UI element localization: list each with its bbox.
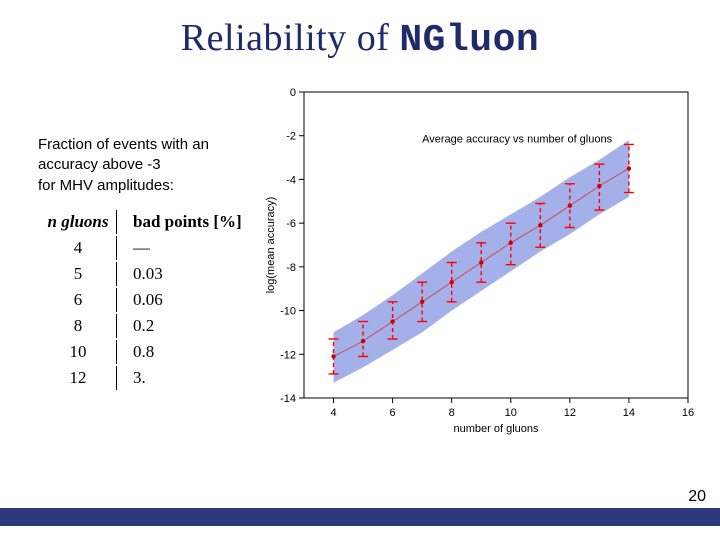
svg-text:-6: -6 [286,218,296,230]
svg-text:14: 14 [623,407,635,419]
svg-text:Average accuracy vs number of: Average accuracy vs number of gluons [422,133,612,145]
caption: Fraction of events with an accuracy abov… [38,135,258,196]
page-number: 20 [688,488,706,506]
cell-n: 5 [40,262,117,286]
svg-text:4: 4 [330,407,336,419]
caption-line-3: for MHV amplitudes: [38,176,258,196]
svg-text:-10: -10 [280,306,296,318]
svg-text:-8: -8 [286,262,296,274]
caption-line-2: accuracy above -3 [38,155,258,175]
svg-text:16: 16 [682,407,694,419]
cell-pct: — [119,236,243,260]
table-row: 4— [40,236,243,260]
svg-text:number of gluons: number of gluons [454,423,539,435]
svg-text:-12: -12 [280,349,296,361]
table-row: 100.8 [40,340,243,364]
cell-pct: 0.8 [119,340,243,364]
table-row: 80.2 [40,314,243,338]
svg-text:10: 10 [505,407,517,419]
svg-text:-14: -14 [280,393,296,405]
slide: Reliability of NGluon Fraction of events… [0,0,720,540]
footer-bar [0,508,720,526]
cell-n: 6 [40,288,117,312]
table-head-pct: bad points [%] [119,210,243,234]
cell-pct: 0.2 [119,314,243,338]
title-mono: NGluon [399,19,539,62]
svg-text:12: 12 [564,407,576,419]
table-row: 60.06 [40,288,243,312]
cell-pct: 0.03 [119,262,243,286]
cell-n: 8 [40,314,117,338]
table-head-n: n gluons [40,210,117,234]
slide-title: Reliability of NGluon [0,16,720,62]
cell-n: 10 [40,340,117,364]
svg-text:6: 6 [390,407,396,419]
table-row: 50.03 [40,262,243,286]
cell-n: 4 [40,236,117,260]
title-prefix: Reliability of [181,17,400,59]
cell-n: 12 [40,366,117,390]
table-row: 123. [40,366,243,390]
cell-pct: 3. [119,366,243,390]
bad-points-table: n gluons bad points [%] 4— 50.03 60.06 8… [38,208,245,392]
accuracy-chart: 4 6 8 10 12 14 16 0 -2 -4 -6 -8 -10 -12 -14 Average acc… [260,78,700,438]
svg-text:log(mean accuracy): log(mean accuracy) [265,197,277,294]
svg-text:-4: -4 [286,174,296,186]
svg-text:8: 8 [449,407,455,419]
svg-text:-2: -2 [286,131,296,143]
caption-line-1: Fraction of events with an [38,135,258,155]
cell-pct: 0.06 [119,288,243,312]
svg-text:0: 0 [290,87,296,99]
